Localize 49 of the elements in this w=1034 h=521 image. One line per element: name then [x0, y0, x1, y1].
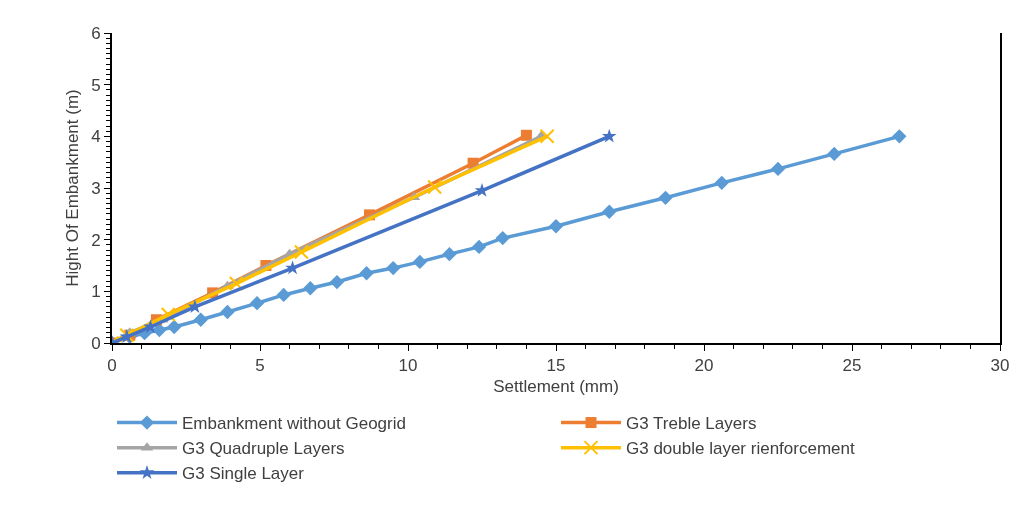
- point: [276, 287, 291, 303]
- point: [329, 274, 345, 290]
- point: [228, 276, 244, 292]
- point: [303, 281, 318, 296]
- y-tick-label: 2: [91, 230, 101, 250]
- legend-label: Embankment without Geogrid: [182, 414, 406, 434]
- point: [160, 307, 176, 323]
- legend-label: G3 Single Layer: [182, 464, 305, 484]
- point: [167, 319, 182, 335]
- point: [601, 128, 617, 143]
- x-tick-label: 20: [694, 356, 714, 376]
- y-tick-label: 4: [91, 127, 101, 147]
- point: [548, 219, 564, 234]
- point: [520, 129, 532, 141]
- point: [827, 146, 842, 162]
- point: [539, 128, 555, 144]
- legend-label: G3 double layer rienforcement: [626, 439, 855, 459]
- point: [892, 129, 907, 144]
- point: [770, 161, 786, 177]
- x-tick-label: 5: [255, 356, 265, 376]
- legend-label: G3 Quadruple Layers: [182, 439, 345, 459]
- point: [495, 230, 510, 246]
- point: [293, 244, 309, 260]
- point: [193, 312, 208, 327]
- point: [427, 179, 443, 195]
- y-tick-label: 0: [91, 333, 101, 353]
- y-tick-label: 1: [91, 282, 101, 302]
- point: [714, 175, 729, 190]
- point: [249, 296, 265, 311]
- y-axis-title: Hight Of Embankment (m): [63, 89, 83, 287]
- x-tick-label: 10: [398, 356, 418, 376]
- x-tick-label: 30: [990, 356, 1010, 376]
- point: [220, 304, 235, 320]
- point: [658, 190, 673, 205]
- y-tick-label: 3: [91, 178, 101, 198]
- point: [386, 260, 401, 276]
- x-axis-title: Settlement (mm): [493, 377, 619, 397]
- legend-label: G3 Treble Layers: [626, 414, 757, 434]
- point: [442, 246, 457, 262]
- y-tick-label: 6: [91, 23, 101, 43]
- point: [602, 204, 617, 219]
- x-tick-label: 15: [546, 356, 566, 376]
- x-tick-label: 25: [842, 356, 862, 376]
- point: [359, 266, 374, 281]
- point: [471, 239, 487, 255]
- x-tick-label: 0: [107, 356, 117, 376]
- point: [412, 254, 427, 270]
- point: [143, 319, 158, 334]
- y-tick-label: 5: [91, 75, 101, 95]
